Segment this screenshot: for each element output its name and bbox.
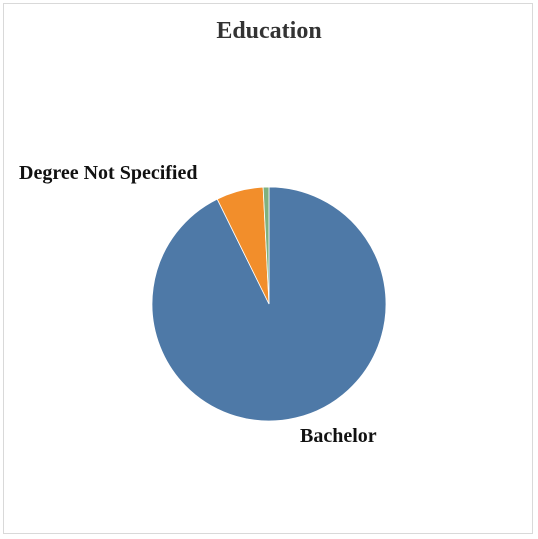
slice-label-degree-not-specified: Degree Not Specified [19, 162, 197, 185]
slice-label-bachelor: Bachelor [300, 425, 377, 448]
